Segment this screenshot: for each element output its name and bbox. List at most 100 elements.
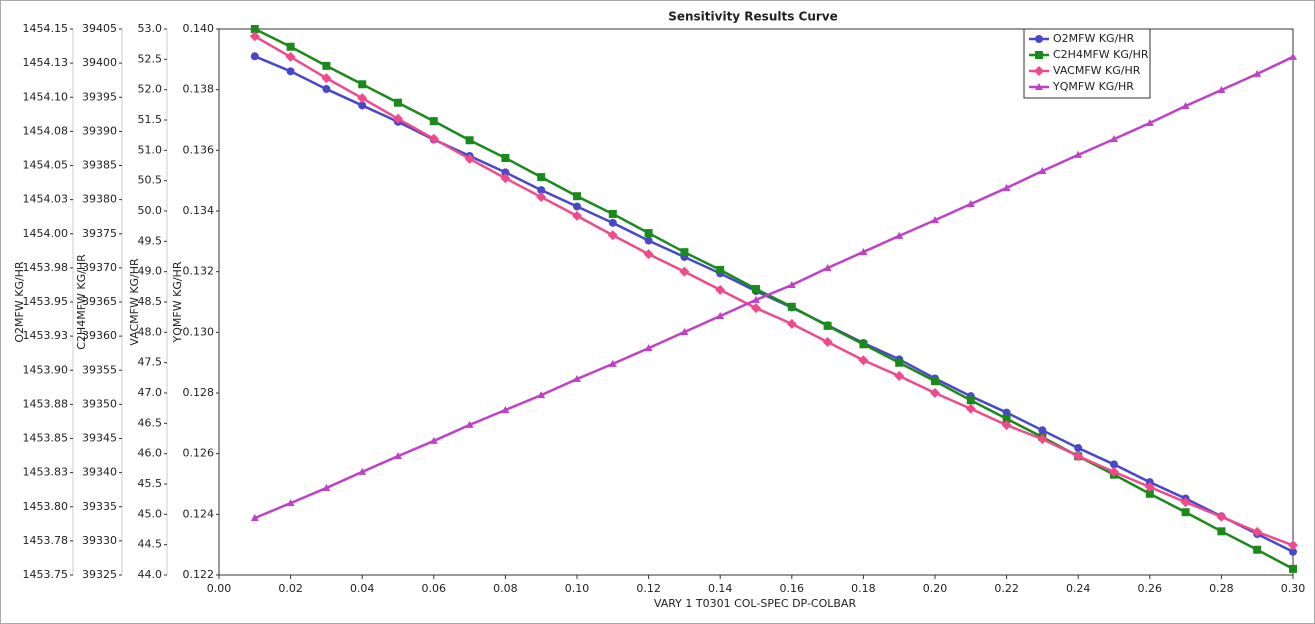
x-tick-label: 0.06 (422, 582, 447, 595)
y-tick-label: 1453.98 (23, 261, 69, 274)
y-tick-label: 39405 (82, 22, 117, 35)
series-line (254, 35, 1294, 547)
data-point (1001, 420, 1012, 431)
y-tick-label: 0.128 (183, 386, 215, 399)
y-tick-label: 1453.75 (23, 568, 69, 581)
y-tick-label: 39395 (82, 90, 117, 103)
y-tick-label: 44.5 (138, 538, 163, 551)
data-point (823, 264, 832, 272)
data-point (895, 358, 904, 367)
chart-title: Sensitivity Results Curve (668, 10, 838, 24)
y-tick-label: 48.5 (138, 295, 163, 308)
data-point (1289, 564, 1297, 573)
y-tick-label: 1454.08 (23, 124, 69, 137)
y-tick-label: 1453.78 (23, 534, 69, 547)
data-point (1217, 85, 1226, 93)
data-point (536, 192, 547, 203)
data-point (608, 359, 617, 367)
data-point (428, 133, 439, 144)
y-tick-label: 1453.83 (23, 466, 69, 479)
y-tick-label: 1453.95 (23, 295, 69, 308)
y-tick-label: 39365 (82, 295, 117, 308)
x-tick-label: 0.02 (278, 582, 303, 595)
y-tick-label: 1454.05 (23, 159, 69, 172)
data-point (1289, 547, 1297, 556)
x-tick-label: 0.26 (1138, 582, 1163, 595)
x-tick-label: 0.18 (851, 582, 876, 595)
data-point (787, 302, 796, 311)
data-point (500, 173, 511, 184)
data-point (752, 285, 760, 294)
y-tick-label: 1453.93 (23, 329, 69, 342)
y-tick-label: 0.122 (183, 568, 215, 581)
data-point (537, 186, 546, 195)
legend-marker (1034, 66, 1044, 76)
data-point (1288, 540, 1298, 551)
data-point (357, 93, 368, 104)
data-point (393, 113, 403, 124)
y-tick-label: 1454.00 (23, 227, 69, 240)
data-point (1074, 150, 1083, 158)
legend-label: O2MFW KG/HR (1053, 32, 1135, 45)
data-point (786, 318, 797, 329)
y-tick-label: 39335 (82, 500, 117, 513)
y-tick-label: 46.0 (138, 447, 163, 460)
data-point (1253, 545, 1262, 554)
y-tick-label: 47.0 (138, 386, 163, 399)
x-tick-label: 0.16 (780, 582, 805, 595)
y-tick-label: 39360 (82, 329, 117, 342)
y-tick-label: 50.5 (138, 174, 163, 187)
data-point (965, 403, 976, 414)
data-point (1002, 408, 1011, 417)
y-tick-label: 39340 (82, 466, 117, 479)
data-point (716, 311, 725, 319)
data-point (1074, 444, 1083, 453)
y-tick-label: 51.5 (138, 113, 163, 126)
legend-marker (1035, 83, 1043, 90)
data-point (643, 249, 654, 260)
data-point (1110, 460, 1118, 469)
data-point (1037, 434, 1048, 445)
y-tick-label: 53.0 (138, 22, 163, 35)
x-tick-label: 0.20 (923, 582, 948, 595)
y-tick-label: 39325 (82, 568, 117, 581)
y-tick-label: 47.5 (138, 356, 163, 369)
data-point (1038, 166, 1047, 174)
y-axis-title: VACMFW KG/HR (128, 258, 141, 346)
y-tick-label: 44.0 (138, 568, 163, 581)
y-tick-label: 49.0 (138, 265, 163, 278)
data-point (859, 340, 868, 349)
data-point (322, 85, 331, 94)
data-point (1144, 482, 1155, 493)
data-point (286, 67, 295, 76)
legend-label: C2H4MFW KG/HR (1053, 48, 1149, 61)
data-point (751, 303, 761, 314)
y-tick-label: 0.126 (183, 447, 215, 460)
data-point (858, 355, 869, 366)
data-point (607, 230, 618, 241)
series-line (254, 27, 1294, 570)
y-tick-label: 39375 (82, 227, 117, 240)
data-point (250, 25, 259, 33)
data-point (822, 337, 833, 348)
y-tick-label: 1454.10 (23, 90, 69, 103)
data-point (1109, 466, 1119, 477)
data-point (573, 192, 581, 201)
plot-area (218, 28, 1294, 576)
legend-marker (1035, 35, 1043, 43)
y-tick-label: 49.5 (138, 234, 163, 247)
data-point (501, 168, 510, 177)
y-tick-label: 45.5 (138, 477, 163, 490)
legend-label: VACMFW KG/HR (1053, 64, 1141, 77)
data-point (286, 42, 295, 51)
y-tick-label: 46.5 (138, 416, 163, 429)
y-axis-title: C2H4MFW KG/HR (75, 254, 88, 350)
y-tick-label: 39400 (82, 56, 117, 69)
y-tick-label: 1453.85 (23, 432, 69, 445)
data-point (680, 248, 689, 257)
data-point (1110, 135, 1118, 143)
data-point (644, 229, 653, 238)
y-tick-label: 39350 (82, 397, 117, 410)
data-point (322, 483, 331, 491)
y-tick-label: 39385 (82, 159, 117, 172)
